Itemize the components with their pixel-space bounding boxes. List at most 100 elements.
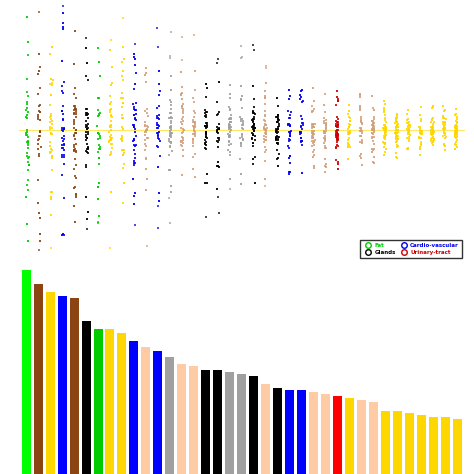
Point bbox=[226, 148, 234, 155]
Point bbox=[368, 125, 376, 133]
Point bbox=[452, 129, 459, 137]
Point bbox=[82, 136, 90, 144]
Point bbox=[250, 126, 257, 133]
Point bbox=[238, 132, 246, 139]
Point bbox=[60, 125, 68, 133]
Point bbox=[297, 138, 305, 146]
Point bbox=[202, 128, 210, 136]
Point bbox=[106, 133, 114, 140]
Point bbox=[452, 126, 459, 134]
Point bbox=[179, 102, 186, 110]
Point bbox=[346, 117, 354, 125]
Point bbox=[107, 121, 115, 128]
Point bbox=[179, 115, 186, 122]
Point bbox=[262, 126, 270, 133]
Point bbox=[262, 129, 269, 137]
Point bbox=[250, 120, 258, 128]
Point bbox=[58, 135, 66, 142]
Point bbox=[84, 124, 91, 131]
Point bbox=[382, 118, 390, 126]
Point bbox=[94, 94, 101, 101]
Point bbox=[107, 46, 114, 54]
Point bbox=[274, 116, 282, 124]
Point bbox=[166, 114, 173, 121]
Point bbox=[321, 132, 329, 139]
Point bbox=[428, 125, 436, 132]
Point bbox=[47, 189, 55, 196]
Point bbox=[36, 127, 44, 135]
Point bbox=[190, 126, 198, 134]
Point bbox=[72, 127, 80, 134]
Point bbox=[440, 125, 448, 133]
Point bbox=[227, 118, 234, 126]
Point bbox=[70, 146, 78, 154]
Point bbox=[178, 90, 185, 97]
Point bbox=[429, 130, 437, 137]
Point bbox=[393, 143, 401, 150]
Point bbox=[118, 58, 126, 66]
Point bbox=[440, 114, 447, 122]
Point bbox=[154, 143, 161, 151]
Point bbox=[429, 128, 437, 135]
Point bbox=[190, 127, 198, 135]
Point bbox=[428, 131, 436, 139]
Point bbox=[370, 119, 378, 127]
Point bbox=[334, 160, 342, 168]
Point bbox=[370, 124, 377, 132]
Point bbox=[71, 109, 78, 117]
Point bbox=[394, 142, 401, 149]
Point bbox=[58, 126, 65, 134]
Point bbox=[84, 128, 91, 136]
Point bbox=[59, 282, 66, 289]
Point bbox=[403, 119, 411, 127]
Point bbox=[452, 141, 459, 149]
Point bbox=[274, 139, 282, 146]
Point bbox=[142, 108, 149, 115]
Point bbox=[370, 124, 378, 132]
Point bbox=[345, 108, 353, 115]
Point bbox=[202, 128, 210, 136]
Point bbox=[273, 128, 280, 136]
Point bbox=[429, 120, 437, 128]
Point bbox=[308, 129, 316, 137]
Point bbox=[142, 146, 149, 154]
Point bbox=[58, 108, 66, 115]
Point bbox=[24, 92, 32, 100]
Point bbox=[203, 119, 210, 127]
Point bbox=[382, 146, 390, 153]
Point bbox=[358, 130, 366, 137]
Point bbox=[35, 136, 42, 144]
Point bbox=[418, 129, 425, 137]
Point bbox=[36, 230, 44, 237]
Point bbox=[82, 121, 90, 128]
Point bbox=[381, 106, 388, 114]
Point bbox=[191, 108, 198, 115]
Point bbox=[82, 133, 90, 141]
Point bbox=[356, 128, 364, 135]
Point bbox=[274, 125, 282, 133]
Point bbox=[368, 92, 376, 100]
Point bbox=[47, 75, 55, 83]
Point bbox=[167, 188, 175, 195]
Point bbox=[237, 96, 245, 104]
Point bbox=[453, 136, 461, 144]
Point bbox=[46, 81, 54, 88]
Point bbox=[190, 130, 197, 137]
Bar bbox=[381, 410, 390, 474]
Point bbox=[369, 134, 376, 142]
Point bbox=[334, 95, 342, 102]
Point bbox=[58, 82, 66, 90]
Point bbox=[273, 133, 280, 140]
Point bbox=[213, 98, 220, 106]
Point bbox=[273, 118, 281, 126]
Point bbox=[249, 160, 257, 168]
Point bbox=[429, 138, 437, 146]
Point bbox=[120, 180, 128, 187]
Point bbox=[263, 122, 270, 129]
Point bbox=[296, 128, 304, 136]
Bar bbox=[333, 396, 342, 474]
Point bbox=[346, 121, 354, 129]
Point bbox=[393, 129, 401, 137]
Point bbox=[215, 209, 222, 217]
Point bbox=[381, 134, 388, 142]
